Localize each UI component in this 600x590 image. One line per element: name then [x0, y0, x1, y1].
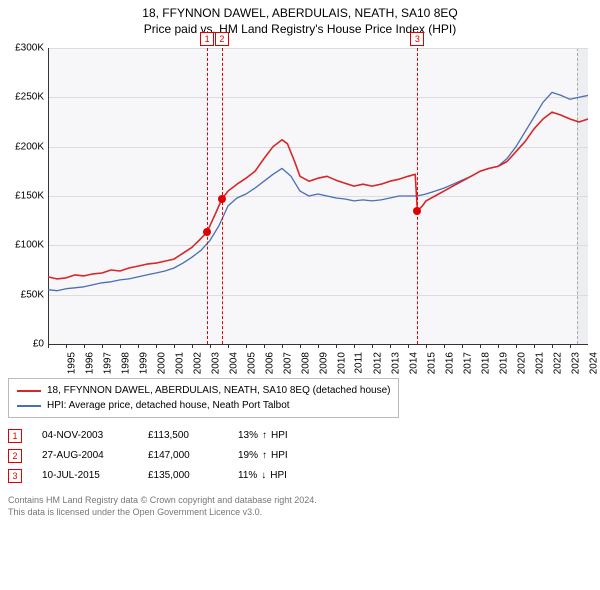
x-tick-label: 2001 [174, 352, 185, 374]
event-line [417, 48, 418, 344]
legend-row-hpi: HPI: Average price, detached house, Neat… [17, 398, 390, 413]
legend: 18, FFYNNON DAWEL, ABERDULAIS, NEATH, SA… [8, 378, 399, 418]
x-tick-label: 2002 [192, 352, 203, 374]
titles: 18, FFYNNON DAWEL, ABERDULAIS, NEATH, SA… [8, 6, 592, 36]
attribution-line2: This data is licensed under the Open Gov… [8, 506, 592, 518]
series-svg [8, 42, 588, 346]
title-address: 18, FFYNNON DAWEL, ABERDULAIS, NEATH, SA… [8, 6, 592, 20]
x-tick-label: 2024 [588, 352, 599, 374]
x-tick-label: 2016 [444, 352, 455, 374]
x-tick-label: 2009 [318, 352, 329, 374]
x-tick-label: 2017 [462, 352, 473, 374]
x-tick-label: 2023 [570, 352, 581, 374]
event-row-badge: 1 [8, 429, 22, 443]
event-dot [413, 207, 421, 215]
chart: £0£50K£100K£150K£200K£250K£300K199519961… [8, 42, 592, 372]
legend-label-property: 18, FFYNNON DAWEL, ABERDULAIS, NEATH, SA… [47, 383, 390, 398]
event-badge: 2 [215, 32, 229, 46]
event-row-date: 04-NOV-2003 [42, 426, 128, 446]
event-row-date: 10-JUL-2015 [42, 466, 128, 486]
event-row-date: 27-AUG-2004 [42, 446, 128, 466]
x-tick-label: 2007 [282, 352, 293, 374]
event-row-diff: 13%↑HPI [238, 426, 288, 446]
x-tick-label: 2010 [336, 352, 347, 374]
event-row: 2 27-AUG-2004 £147,000 19%↑HPI [8, 446, 592, 466]
x-tick-label: 2011 [354, 352, 365, 374]
attribution-line1: Contains HM Land Registry data © Crown c… [8, 494, 592, 506]
x-tick-label: 2018 [480, 352, 491, 374]
x-tick-label: 2012 [372, 352, 383, 374]
event-row-price: £113,500 [148, 426, 218, 446]
event-row-badge: 2 [8, 449, 22, 463]
event-row-price: £147,000 [148, 446, 218, 466]
x-tick-label: 2014 [408, 352, 419, 374]
event-row: 3 10-JUL-2015 £135,000 11%↓HPI [8, 466, 592, 486]
legend-row-property: 18, FFYNNON DAWEL, ABERDULAIS, NEATH, SA… [17, 383, 390, 398]
x-tick-label: 2019 [498, 352, 509, 374]
event-line [207, 48, 208, 344]
chart-container: 18, FFYNNON DAWEL, ABERDULAIS, NEATH, SA… [0, 0, 600, 522]
event-dot [218, 195, 226, 203]
x-tick-label: 2013 [390, 352, 401, 374]
series-hpi [48, 92, 588, 290]
legend-label-hpi: HPI: Average price, detached house, Neat… [47, 398, 290, 413]
x-tick-label: 2022 [552, 352, 563, 374]
x-tick-label: 1995 [66, 352, 77, 374]
legend-swatch-hpi [17, 405, 41, 407]
title-sub: Price paid vs. HM Land Registry's House … [8, 22, 592, 36]
x-tick-label: 2015 [426, 352, 437, 374]
x-tick-label: 2008 [300, 352, 311, 374]
x-tick-label: 2005 [246, 352, 257, 374]
events-table: 1 04-NOV-2003 £113,500 13%↑HPI 2 27-AUG-2004 £… [8, 426, 592, 486]
x-tick-label: 2004 [228, 352, 239, 374]
event-dot [203, 228, 211, 236]
x-tick-label: 2006 [264, 352, 275, 374]
x-tick-label: 2000 [156, 352, 167, 374]
event-badge: 1 [200, 32, 214, 46]
x-tick-label: 2003 [210, 352, 221, 374]
x-tick-label: 1998 [120, 352, 131, 374]
x-tick-label: 2021 [534, 352, 545, 374]
attribution: Contains HM Land Registry data © Crown c… [8, 494, 592, 518]
event-badge: 3 [410, 32, 424, 46]
legend-swatch-property [17, 390, 41, 392]
event-row: 1 04-NOV-2003 £113,500 13%↑HPI [8, 426, 592, 446]
event-row-badge: 3 [8, 469, 22, 483]
series-property [48, 112, 588, 279]
event-row-diff: 11%↓HPI [238, 466, 287, 486]
x-tick-label: 1999 [138, 352, 149, 374]
x-tick-label: 1996 [84, 352, 95, 374]
x-tick-label: 1997 [102, 352, 113, 374]
x-tick-label: 2020 [516, 352, 527, 374]
event-row-diff: 19%↑HPI [238, 446, 288, 466]
event-row-price: £135,000 [148, 466, 218, 486]
